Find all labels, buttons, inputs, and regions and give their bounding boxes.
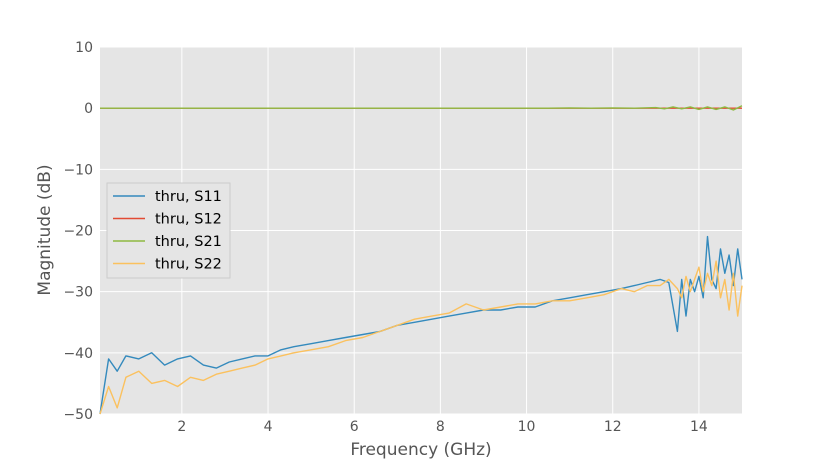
y-tick-label: −20 — [63, 224, 93, 240]
y-tick-label: −10 — [63, 162, 93, 178]
legend-label-4: thru, S22 — [155, 257, 222, 273]
legend-label-2: thru, S12 — [155, 212, 222, 228]
x-axis-label: Frequency (GHz) — [350, 440, 491, 460]
x-tick-label: 4 — [264, 419, 273, 435]
legend-label-3: thru, S21 — [155, 234, 222, 250]
x-tick-label: 14 — [690, 419, 708, 435]
x-tick-label: 10 — [518, 419, 536, 435]
series-line-1 — [99, 235, 743, 415]
x-tick-label: 8 — [436, 419, 445, 435]
legend-label-1: thru, S11 — [155, 189, 222, 205]
y-tick-label: 10 — [75, 40, 93, 56]
series-line-4 — [99, 260, 743, 415]
legend: thru, S11 thru, S12 thru, S21 thru, S22 — [106, 182, 231, 279]
series-line-3 — [100, 105, 743, 111]
y-tick-label: 0 — [84, 101, 93, 117]
y-axis-label: Magnitude (dB) — [35, 164, 55, 295]
y-tick-labels: 10 0 −10 −20 −30 −40 −50 — [63, 40, 93, 423]
x-tick-labels: 2 4 6 8 10 12 14 — [177, 419, 708, 435]
y-tick-label: −50 — [63, 407, 93, 423]
y-tick-label: −30 — [63, 285, 93, 301]
series-group — [99, 105, 743, 415]
x-tick-label: 6 — [350, 419, 359, 435]
x-tick-label: 2 — [177, 419, 186, 435]
y-tick-label: −40 — [63, 346, 93, 362]
x-tick-label: 12 — [604, 419, 622, 435]
legend-box — [106, 182, 231, 279]
